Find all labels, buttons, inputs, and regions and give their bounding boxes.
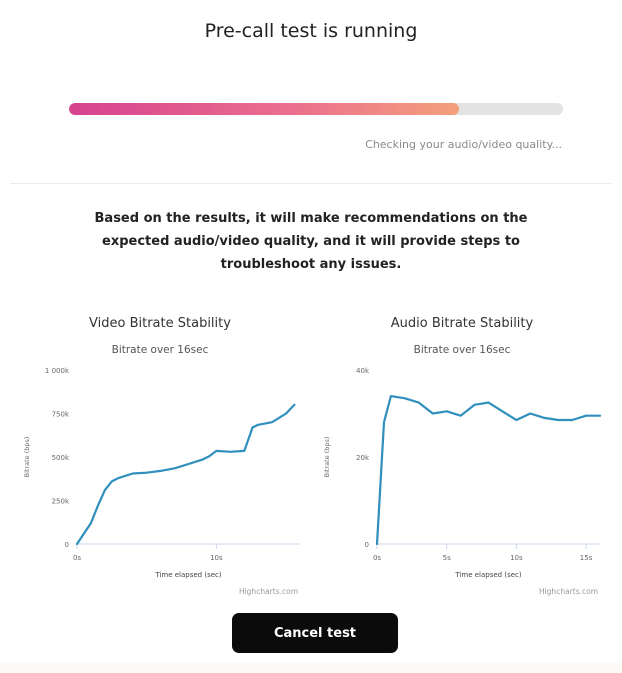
chart-title: Audio Bitrate Stability: [391, 316, 534, 331]
x-tick-label: 0s: [73, 554, 81, 562]
x-tick-label: 10s: [210, 554, 223, 562]
footer-strip: [0, 663, 622, 673]
y-tick-label: 750k: [52, 411, 70, 419]
y-tick-label: 1 000k: [45, 367, 70, 375]
x-tick-label: 5s: [443, 554, 451, 562]
x-tick-label: 10s: [510, 554, 523, 562]
series-line: [375, 395, 602, 546]
audio-bitrate-chart-svg: Audio Bitrate Stability Bitrate over 16se…: [323, 316, 602, 596]
chart-credits: Highcharts.com: [239, 587, 298, 596]
description-text: Based on the results, it will make recom…: [94, 211, 528, 272]
status-text: Checking your audio/video quality...: [365, 138, 562, 151]
y-tick-label: 0: [365, 541, 369, 549]
video-bitrate-chart-svg: Video Bitrate Stability Bitrate over 16se…: [23, 316, 300, 596]
page-title: Pre-call test is running: [204, 20, 418, 42]
y-axis-label: Bitrate (bps): [23, 437, 31, 478]
y-tick-label: 0: [65, 541, 69, 549]
x-axis-label: Time elapsed (sec): [154, 571, 221, 579]
chart-title: Video Bitrate Stability: [89, 316, 231, 331]
series-line: [75, 403, 296, 546]
y-tick-label: 20k: [356, 454, 370, 462]
chart-subtitle: Bitrate over 16sec: [112, 344, 209, 356]
progress-bar: [69, 103, 563, 115]
divider: [10, 183, 612, 184]
x-axis-label: Time elapsed (sec): [454, 571, 521, 579]
chart-credits: Highcharts.com: [539, 587, 598, 596]
y-axis-label: Bitrate (bps): [323, 437, 331, 478]
test-header: Pre-call test is running Checking your a…: [0, 0, 622, 183]
y-tick-label: 500k: [52, 454, 70, 462]
x-tick-label: 0s: [373, 554, 381, 562]
chart-subtitle: Bitrate over 16sec: [414, 344, 511, 356]
y-tick-label: 40k: [356, 367, 370, 375]
y-tick-label: 250k: [52, 498, 70, 506]
x-tick-label: 15s: [580, 554, 593, 562]
audio-bitrate-chart: Audio Bitrate Stability Bitrate over 16se…: [312, 312, 612, 607]
progress-bar-fill: [69, 103, 460, 115]
cancel-test-button[interactable]: Cancel test: [232, 613, 398, 653]
video-bitrate-chart: Video Bitrate Stability Bitrate over 16se…: [10, 312, 310, 607]
